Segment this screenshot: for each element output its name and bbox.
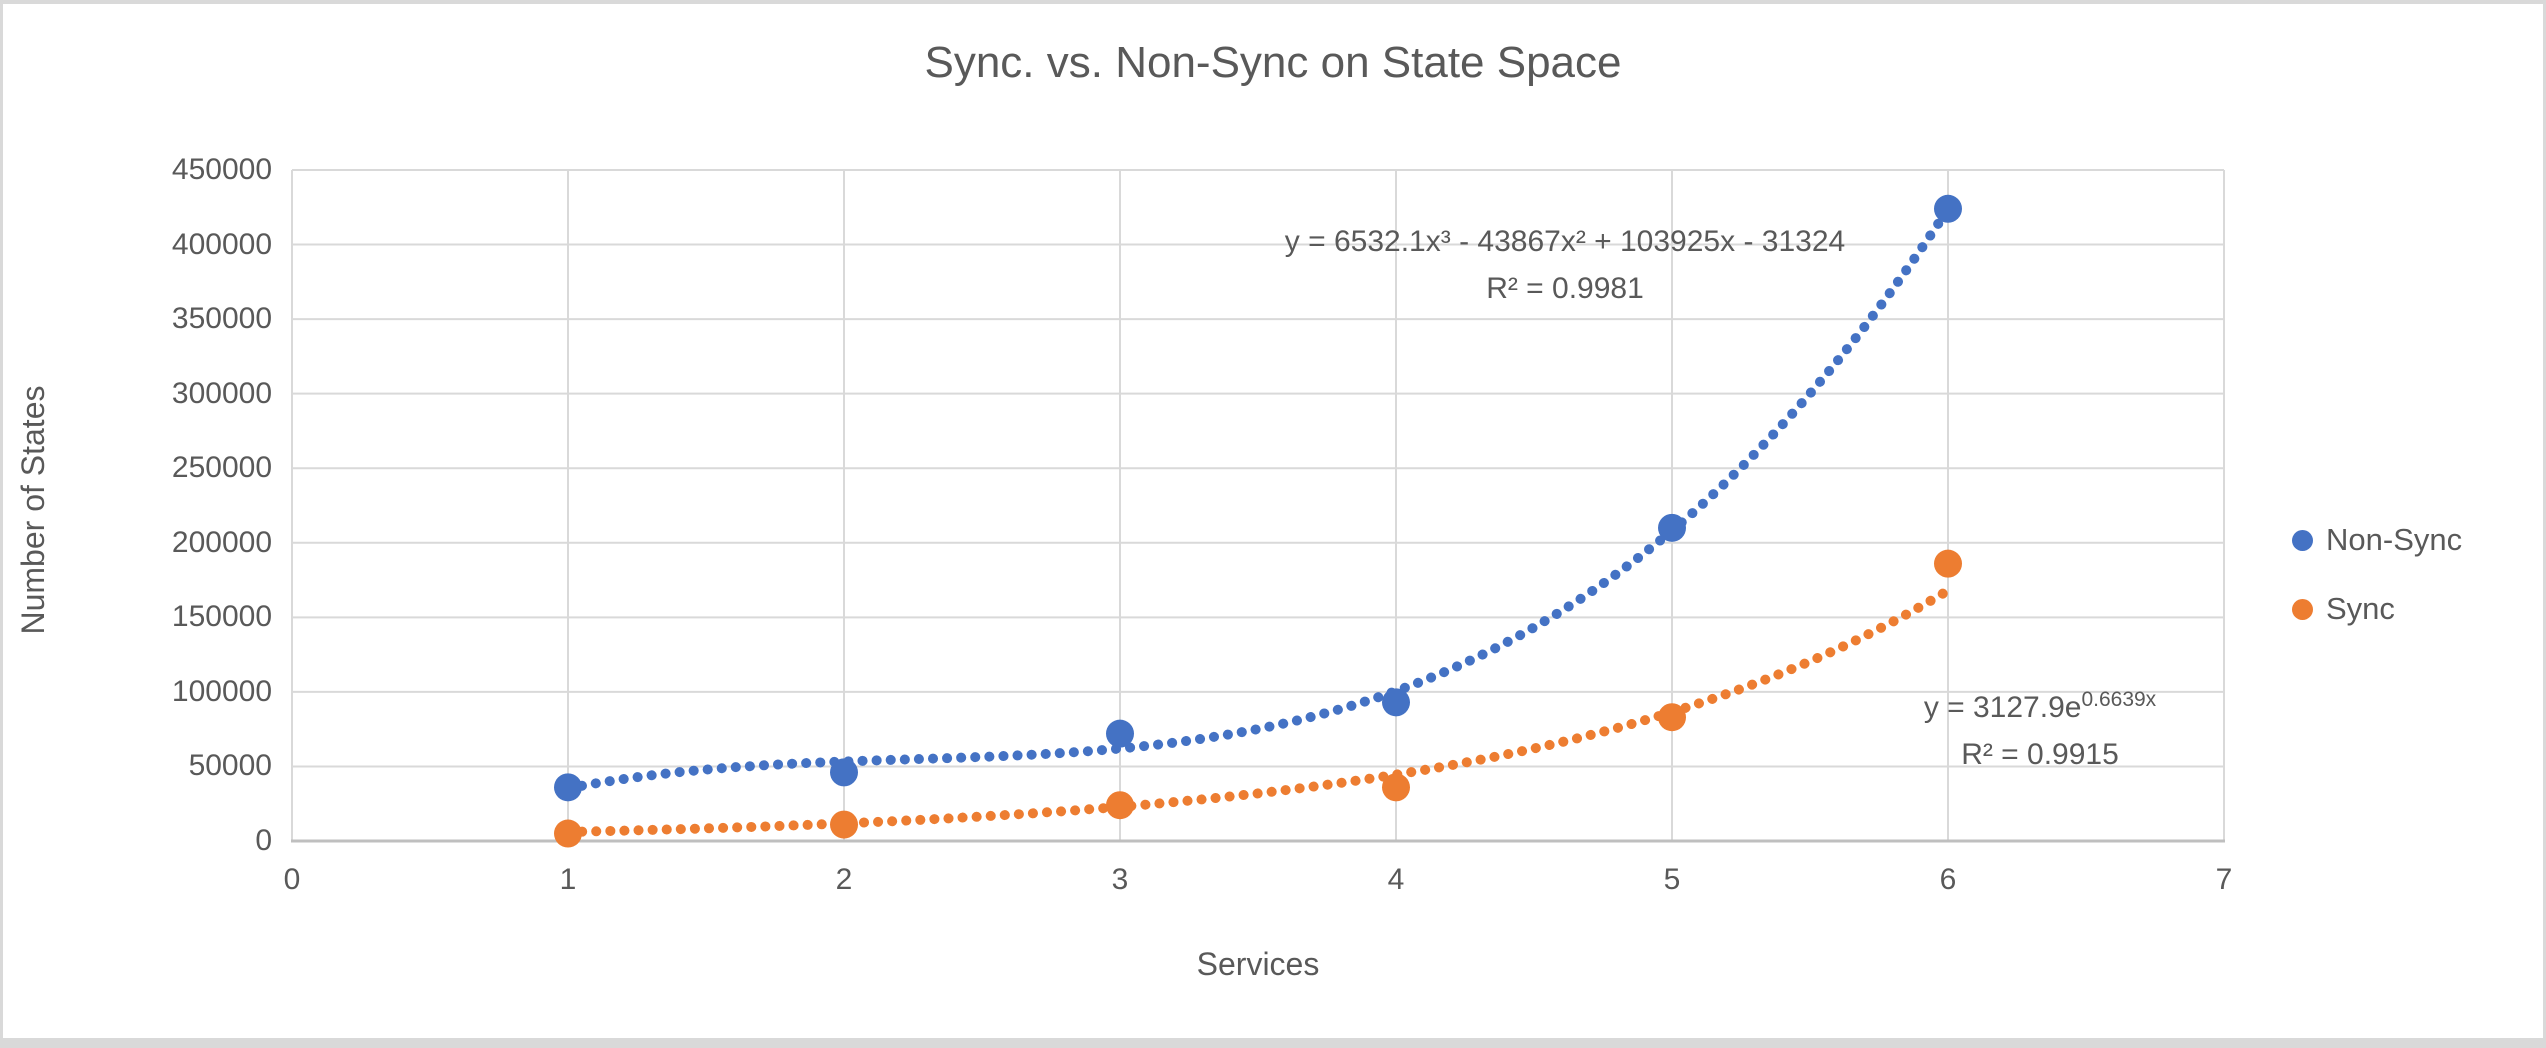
- marker-sync[interactable]: [1382, 773, 1410, 802]
- marker-sync[interactable]: [1106, 791, 1134, 820]
- x-tick-label: 5: [1663, 863, 1681, 896]
- marker-non-sync[interactable]: [1382, 688, 1410, 717]
- y-tick-label: 400000: [171, 227, 272, 261]
- marker-sync[interactable]: [554, 819, 582, 848]
- chart-title[interactable]: Sync. vs. Non-Sync on State Space: [924, 38, 1622, 87]
- canvas-border-left: [0, 0, 3, 1048]
- y-tick-label: 200000: [171, 525, 272, 559]
- legend-entry-sync[interactable]: Sync: [2292, 591, 2462, 627]
- x-tick-label: 7: [2215, 863, 2233, 896]
- equation-text: y = 6532.1x³ - 43867x² + 103925x - 31324: [1284, 225, 1846, 258]
- marker-non-sync[interactable]: [830, 758, 858, 787]
- r-squared-text: R² = 0.9915: [1961, 738, 2119, 771]
- marker-non-sync[interactable]: [1106, 719, 1134, 748]
- x-tick-label: 3: [1111, 863, 1129, 896]
- y-tick-label: 150000: [171, 600, 272, 634]
- y-tick-label: 250000: [171, 451, 272, 485]
- legend-label-sync: Sync: [2326, 591, 2395, 626]
- canvas-border-bottom: [0, 1038, 2546, 1048]
- x-tick-label: 6: [1939, 863, 1957, 896]
- x-tick-label: 1: [559, 863, 577, 896]
- y-tick-label: 0: [255, 824, 272, 857]
- legend: Non-Sync Sync: [2292, 522, 2462, 627]
- legend-label-non-sync: Non-Sync: [2326, 522, 2463, 557]
- y-tick-label: 50000: [188, 749, 272, 783]
- r-squared-text: R² = 0.9981: [1486, 272, 1644, 305]
- equation-text: y = 3127.9e0.6639x: [1923, 688, 2157, 724]
- marker-non-sync[interactable]: [554, 773, 582, 802]
- canvas-border-right: [2543, 0, 2546, 1048]
- marker-sync[interactable]: [1934, 549, 1962, 578]
- y-tick-label: 100000: [171, 674, 272, 708]
- legend-marker-non-sync-icon: [2292, 529, 2313, 551]
- trendline-label-sync[interactable]: y = 3127.9e0.6639x R² = 0.9915: [1840, 676, 2240, 778]
- legend-entry-non-sync[interactable]: Non-Sync: [2292, 522, 2462, 558]
- y-axis-title[interactable]: Number of States: [15, 385, 51, 635]
- trendline-label-non-sync[interactable]: y = 6532.1x³ - 43867x² + 103925x - 31324…: [1165, 218, 1965, 312]
- x-tick-label: 4: [1387, 863, 1405, 896]
- trendline-non-sync[interactable]: [563, 203, 1953, 794]
- marker-non-sync[interactable]: [1934, 194, 1962, 223]
- y-tick-label: 350000: [171, 302, 272, 336]
- marker-sync[interactable]: [1658, 703, 1686, 732]
- legend-marker-sync-icon: [2292, 598, 2313, 620]
- marker-sync[interactable]: [830, 810, 858, 839]
- x-tick-label: 0: [283, 863, 301, 896]
- x-axis-title[interactable]: Services: [1196, 946, 1320, 982]
- marker-non-sync[interactable]: [1658, 513, 1686, 542]
- canvas-border-top: [0, 0, 2546, 4]
- y-tick-label: 300000: [171, 376, 272, 410]
- x-tick-label: 2: [835, 863, 853, 896]
- trendline-sync[interactable]: [563, 585, 1953, 837]
- y-tick-label: 450000: [171, 153, 272, 186]
